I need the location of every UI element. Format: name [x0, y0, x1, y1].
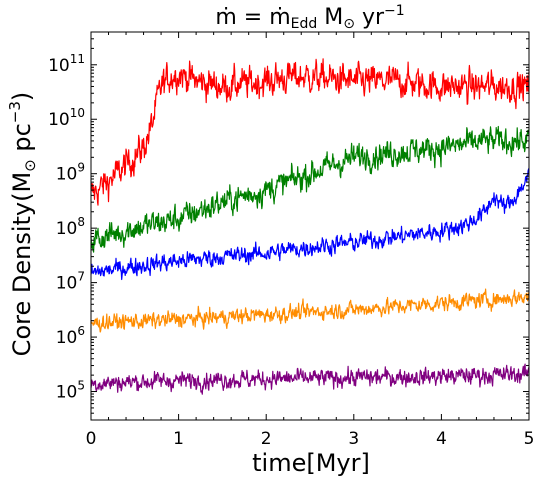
y-tick-label: 1011	[48, 52, 85, 76]
y-tick-label: 1010	[48, 106, 85, 130]
plot-frame	[90, 31, 530, 421]
series-line-3	[90, 168, 530, 281]
chart-title: ṁ = ṁEdd M⊙ yr−1	[215, 3, 404, 32]
x-tick-label: 0	[86, 429, 97, 449]
x-axis-label: time[Myr]	[252, 449, 370, 477]
series-group	[90, 58, 530, 395]
x-axis-ticks: 0 1 2 3 4 5	[86, 32, 535, 449]
y-tick-label: 105	[56, 379, 85, 403]
y-axis-label: Core Density(M⊙ pc−3)	[6, 92, 39, 357]
series-line-1	[90, 58, 530, 206]
y-tick-label: 107	[56, 270, 85, 294]
y-tick-label: 106	[56, 324, 85, 348]
x-tick-label: 4	[436, 429, 447, 449]
x-tick-label: 5	[524, 429, 535, 449]
y-axis-ticks: 105 106 107 108 109 1010 1011	[48, 31, 529, 421]
x-tick-label: 2	[261, 429, 272, 449]
x-tick-label: 1	[173, 429, 184, 449]
series-line-5	[90, 363, 530, 395]
series-line-4	[90, 288, 530, 333]
y-tick-label: 109	[56, 161, 85, 185]
series-line-2	[90, 125, 530, 253]
x-tick-label: 3	[348, 429, 359, 449]
y-tick-label: 108	[56, 215, 85, 239]
